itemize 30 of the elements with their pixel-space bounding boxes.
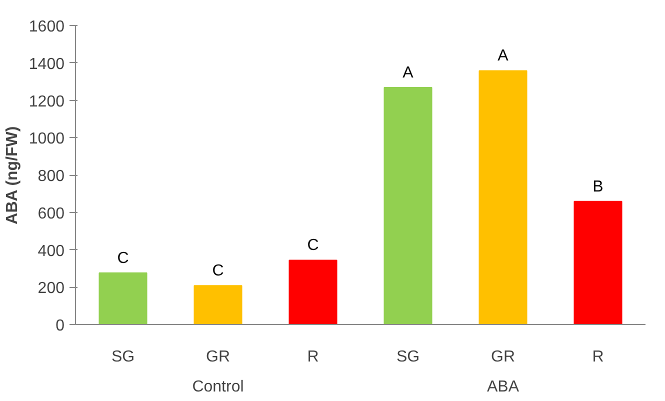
y-tick-label: 800 <box>38 168 65 185</box>
y-tick-label: 0 <box>56 318 65 334</box>
text: ABA <box>486 378 520 396</box>
y-tick-label: 600 <box>38 205 65 222</box>
bar <box>194 285 242 324</box>
data-label: B <box>592 178 604 196</box>
y-tick-label: 1000 <box>28 130 65 148</box>
y-tick-label: 1200 <box>28 93 65 110</box>
y-tick-label: 200 <box>38 280 65 298</box>
x-tick-label: R <box>592 348 604 366</box>
bar <box>574 200 622 324</box>
data-label: A <box>498 48 509 65</box>
x-tick-label: GR <box>491 348 515 366</box>
x-tick-label: SG <box>396 348 420 366</box>
y-tick-label: 1600 <box>28 18 65 36</box>
y-axis-title: ABA (ng/FW) <box>4 126 21 224</box>
y-tick-label: 400 <box>38 242 65 260</box>
x-tick-label: GR <box>206 348 230 366</box>
data-label: C <box>117 250 129 267</box>
x-tick-label: SG <box>111 348 135 366</box>
data-label: C <box>212 262 224 280</box>
bar <box>98 272 148 324</box>
bar <box>478 70 528 324</box>
bar <box>384 87 432 324</box>
text: Control <box>192 378 244 396</box>
data-label: A <box>402 64 414 82</box>
data-label: C <box>307 237 319 254</box>
bar <box>288 260 338 324</box>
x-tick-label: R <box>307 348 319 366</box>
y-tick-label: 1400 <box>28 56 65 73</box>
